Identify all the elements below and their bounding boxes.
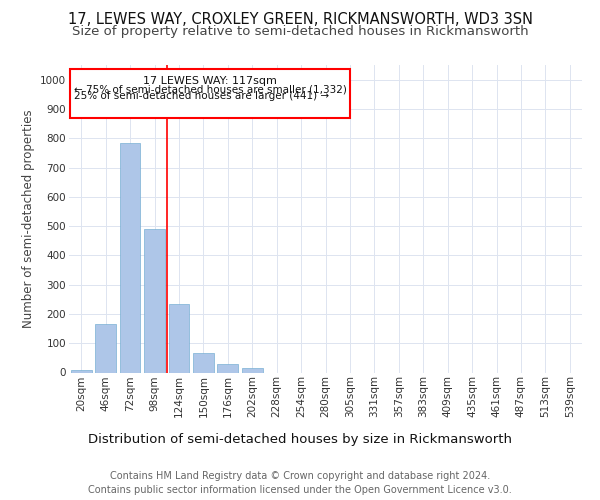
Text: ← 75% of semi-detached houses are smaller (1,332): ← 75% of semi-detached houses are smalle… bbox=[74, 84, 347, 94]
Y-axis label: Number of semi-detached properties: Number of semi-detached properties bbox=[22, 110, 35, 328]
Text: 25% of semi-detached houses are larger (441) →: 25% of semi-detached houses are larger (… bbox=[74, 92, 329, 102]
Text: Distribution of semi-detached houses by size in Rickmansworth: Distribution of semi-detached houses by … bbox=[88, 432, 512, 446]
Text: 17 LEWES WAY: 117sqm: 17 LEWES WAY: 117sqm bbox=[143, 76, 277, 86]
Bar bbox=[119, 142, 140, 372]
Bar bbox=[242, 368, 263, 372]
Bar bbox=[217, 364, 238, 372]
Bar bbox=[71, 370, 92, 372]
Text: Size of property relative to semi-detached houses in Rickmansworth: Size of property relative to semi-detach… bbox=[71, 25, 529, 38]
Bar bbox=[169, 304, 190, 372]
Text: 17, LEWES WAY, CROXLEY GREEN, RICKMANSWORTH, WD3 3SN: 17, LEWES WAY, CROXLEY GREEN, RICKMANSWO… bbox=[67, 12, 533, 28]
Bar bbox=[95, 324, 116, 372]
Bar bbox=[144, 229, 165, 372]
FancyBboxPatch shape bbox=[70, 70, 350, 117]
Bar bbox=[193, 354, 214, 372]
Text: Contains HM Land Registry data © Crown copyright and database right 2024.
Contai: Contains HM Land Registry data © Crown c… bbox=[88, 471, 512, 495]
